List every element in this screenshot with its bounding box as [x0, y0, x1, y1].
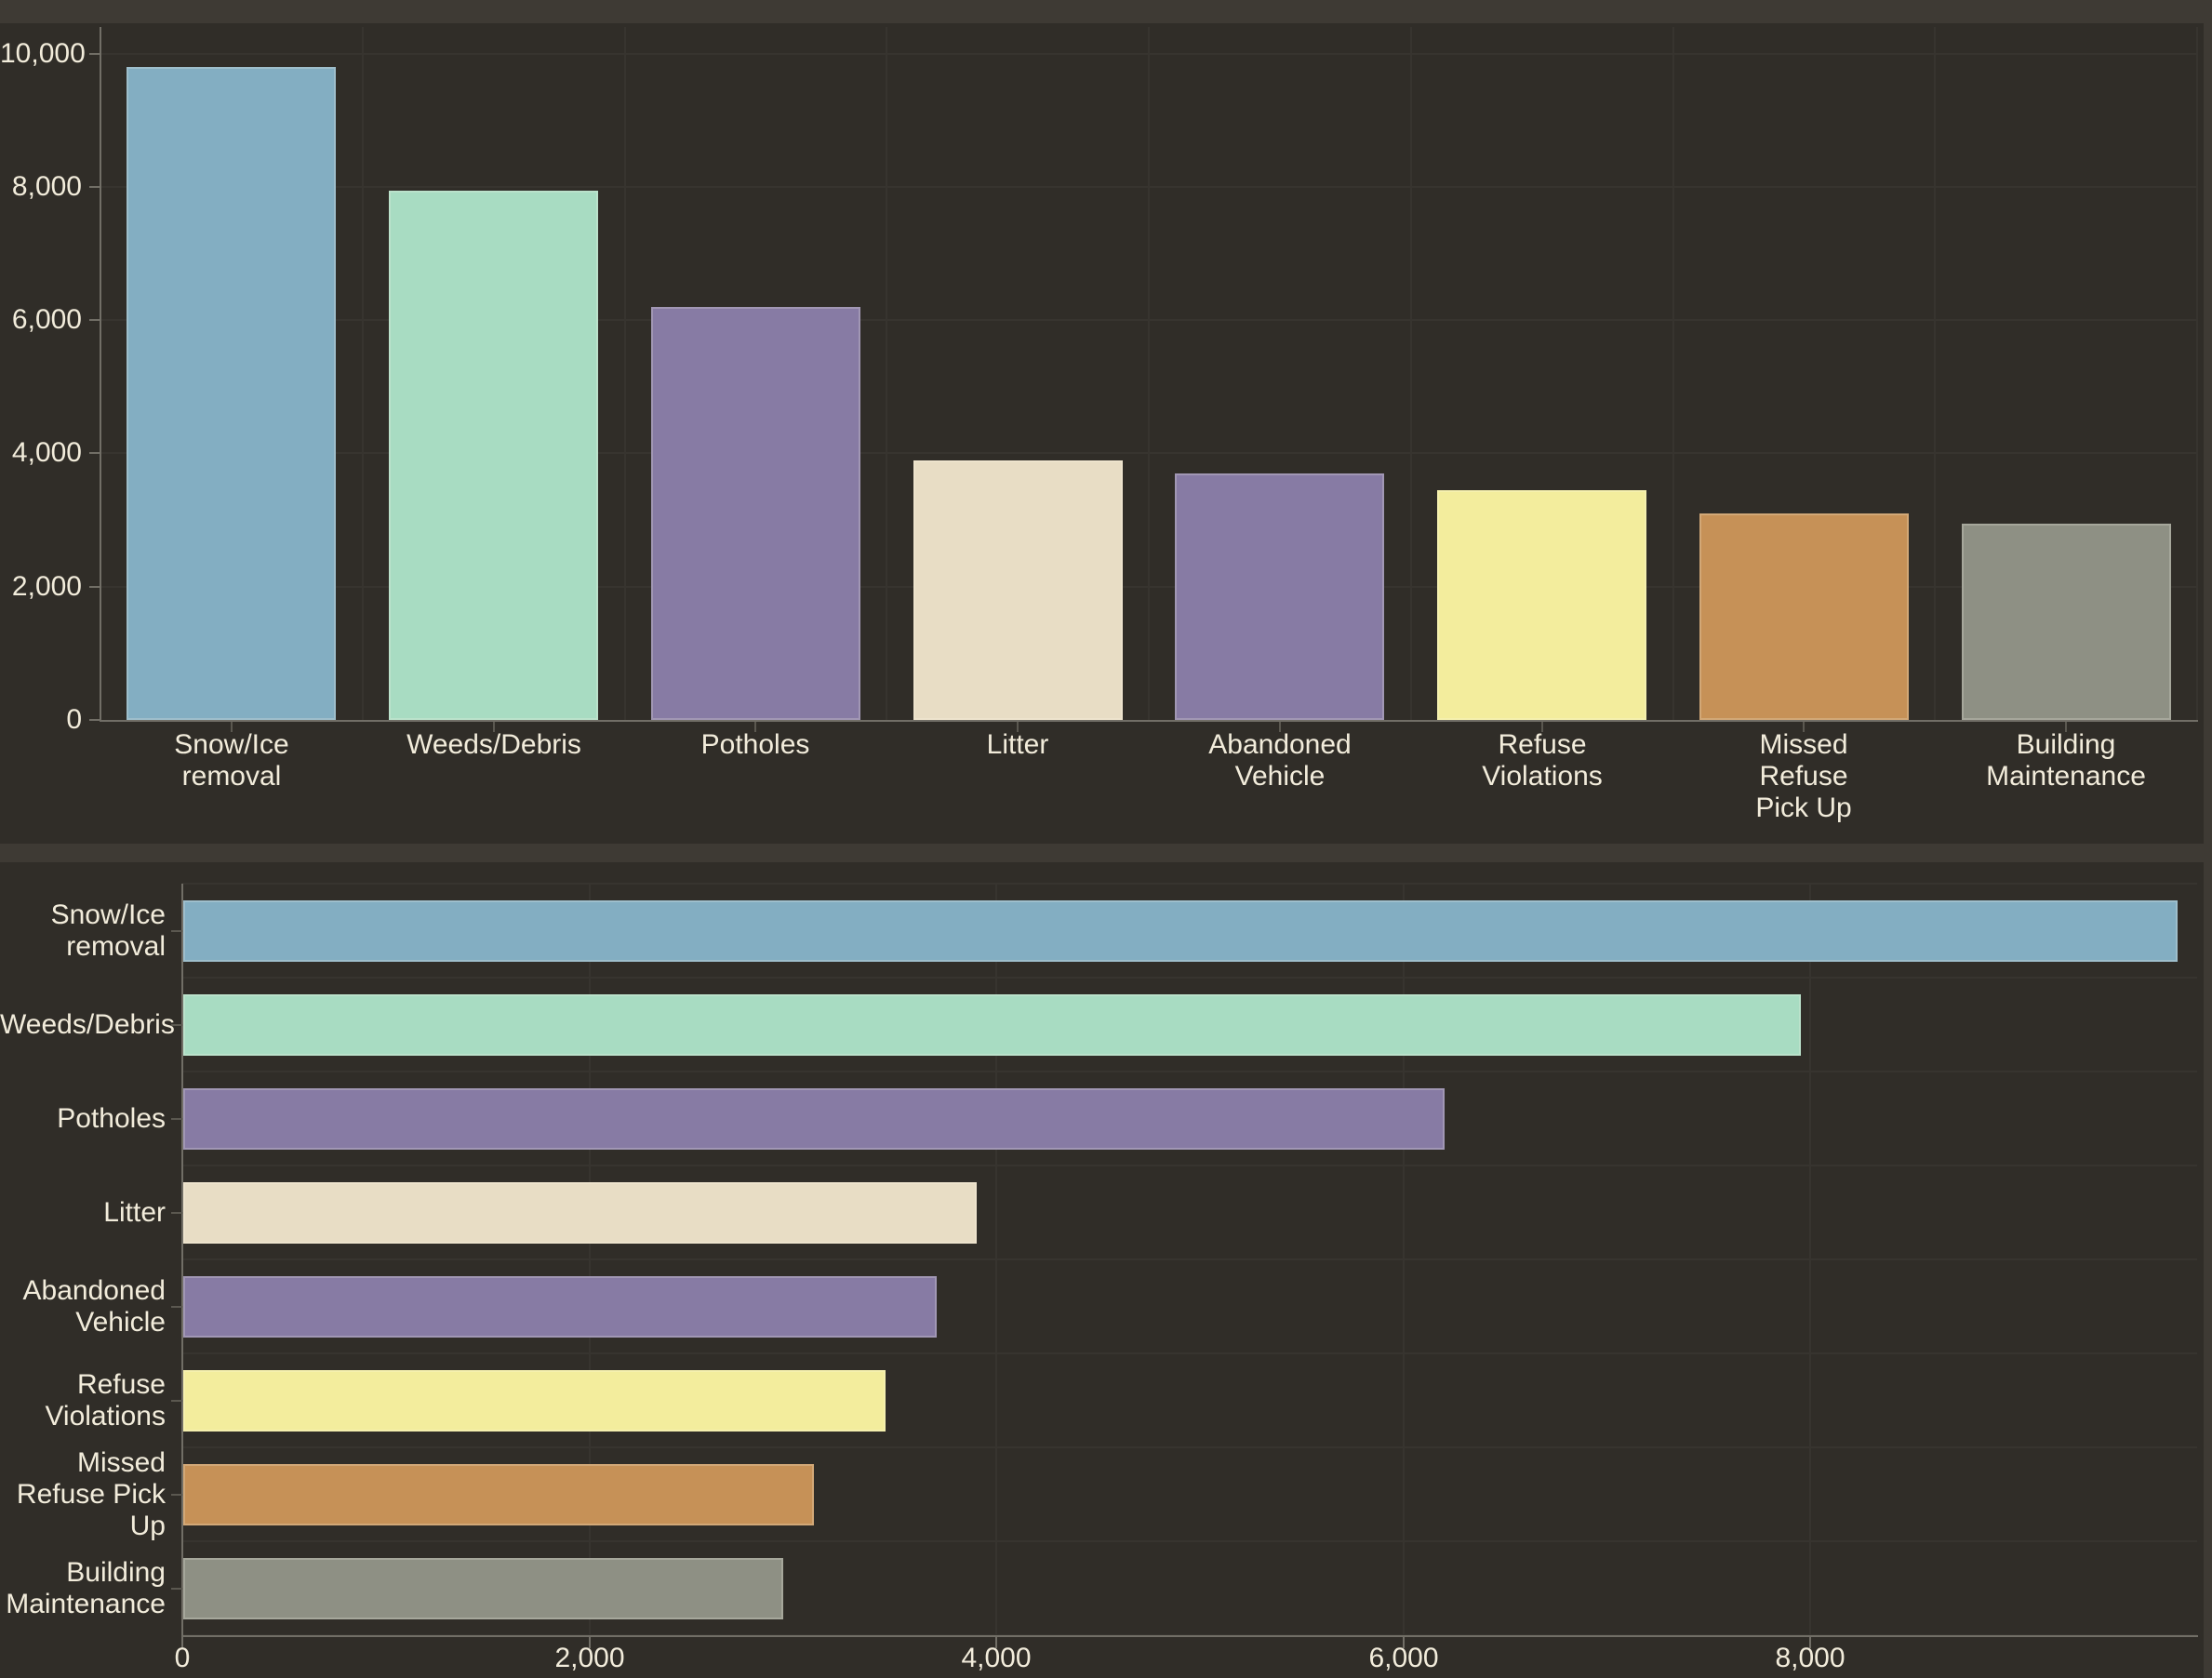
row-gridline: [182, 1071, 2197, 1072]
category-label: Abandoned Vehicle: [22, 1275, 167, 1338]
vertical-gridline: [1410, 27, 1412, 720]
vbar-building-maintenance[interactable]: [1962, 524, 2171, 720]
row-gridline: [182, 1540, 2197, 1542]
hbar-weeds-debris[interactable]: [183, 994, 1801, 1056]
vertical-gridline: [995, 884, 997, 1635]
category-label: Abandoned Vehicle: [1208, 729, 1352, 792]
y-axis-line: [181, 884, 183, 1637]
x-tick-label: 2,000: [554, 1643, 625, 1673]
category-label: Building Maintenance: [1986, 729, 2146, 792]
y-axis-tick: [89, 719, 100, 721]
category-label: Snow/Ice removal: [50, 899, 166, 962]
x-category-tick: [1017, 722, 1019, 732]
category-label: Refuse Violations: [45, 1369, 166, 1432]
x-category-tick: [1279, 722, 1281, 732]
y-axis-tick: [89, 452, 100, 454]
row-gridline: [182, 1165, 2197, 1166]
y-category-tick: [171, 1400, 182, 1402]
vbar-refuse-violations[interactable]: [1437, 490, 1646, 720]
category-label: Weeds/Debris: [406, 729, 581, 760]
vbar-abandoned-vehicle[interactable]: [1175, 473, 1384, 720]
vbar-potholes[interactable]: [651, 307, 860, 720]
y-axis-line: [100, 27, 101, 722]
row-gridline: [182, 1352, 2197, 1354]
y-category-tick: [171, 1306, 182, 1308]
x-tick-label: 0: [174, 1643, 191, 1673]
y-axis-tick: [89, 586, 100, 588]
category-label: Litter: [103, 1197, 166, 1228]
x-category-tick: [2065, 722, 2067, 732]
y-tick-label: 0: [66, 704, 82, 735]
hbar-potholes[interactable]: [183, 1088, 1445, 1150]
y-tick-label: 2,000: [11, 571, 82, 602]
category-label: Refuse Violations: [1482, 729, 1603, 792]
hbar-building-maintenance[interactable]: [183, 1558, 783, 1619]
y-category-tick: [171, 930, 182, 932]
y-axis-tick: [89, 53, 100, 55]
x-axis-line: [181, 1635, 2198, 1637]
vbar-missed-refuse-pick-up[interactable]: [1699, 513, 1909, 720]
y-axis-tick: [89, 319, 100, 321]
category-label: Potholes: [700, 729, 810, 760]
y-tick-label: 6,000: [11, 304, 82, 335]
y-tick-label: 10,000: [0, 38, 86, 69]
category-label: Weeds/Debris: [0, 1009, 175, 1040]
x-category-tick: [231, 722, 233, 732]
category-label: Missed Refuse Pick Up: [16, 1447, 166, 1541]
hbar-litter[interactable]: [183, 1182, 977, 1244]
vertical-gridline: [362, 27, 364, 720]
vbar-snow-ice-removal[interactable]: [127, 67, 336, 720]
x-category-tick: [493, 722, 495, 732]
hbar-refuse-violations[interactable]: [183, 1370, 886, 1432]
vertical-gridline: [2196, 27, 2198, 720]
y-category-tick: [171, 1118, 182, 1120]
x-tick-label: 4,000: [961, 1643, 1032, 1673]
hbar-missed-refuse-pick-up[interactable]: [183, 1464, 814, 1525]
vertical-gridline: [1148, 27, 1150, 720]
horizontal-bar-chart-panel: [0, 862, 2204, 1678]
category-label: Missed Refuse Pick Up: [1755, 729, 1852, 823]
x-axis-tick: [1809, 1637, 1811, 1648]
x-category-tick: [754, 722, 756, 732]
vbar-weeds-debris[interactable]: [389, 191, 598, 720]
y-category-tick: [171, 1024, 182, 1026]
x-tick-label: 8,000: [1775, 1643, 1846, 1673]
vertical-gridline: [589, 884, 591, 1635]
row-gridline: [182, 1258, 2197, 1260]
x-axis-tick: [181, 1637, 183, 1648]
vertical-gridline: [1934, 27, 1936, 720]
category-label: Litter: [986, 729, 1049, 760]
y-tick-label: 4,000: [11, 437, 82, 468]
vertical-gridline: [1403, 884, 1405, 1635]
hbar-snow-ice-removal[interactable]: [183, 900, 2178, 962]
category-label: Potholes: [57, 1103, 166, 1134]
category-label: Snow/Ice removal: [174, 729, 289, 792]
x-category-tick: [1541, 722, 1543, 732]
vertical-gridline: [1809, 884, 1811, 1635]
row-gridline: [182, 883, 2197, 885]
row-gridline: [182, 1446, 2197, 1448]
y-axis-tick: [89, 186, 100, 188]
y-category-tick: [171, 1588, 182, 1590]
y-category-tick: [171, 1494, 182, 1496]
vertical-gridline: [624, 27, 626, 720]
vertical-gridline: [1672, 27, 1674, 720]
hbar-abandoned-vehicle[interactable]: [183, 1276, 937, 1338]
x-category-tick: [1803, 722, 1805, 732]
y-tick-label: 8,000: [11, 171, 82, 202]
x-axis-tick: [1403, 1637, 1405, 1648]
x-axis-tick: [589, 1637, 591, 1648]
vbar-litter[interactable]: [913, 460, 1123, 720]
x-axis-tick: [995, 1637, 997, 1648]
x-tick-label: 6,000: [1368, 1643, 1439, 1673]
row-gridline: [182, 977, 2197, 979]
vertical-gridline: [886, 27, 887, 720]
x-axis-line: [100, 720, 2198, 722]
category-label: Building Maintenance: [6, 1557, 166, 1619]
y-category-tick: [171, 1212, 182, 1214]
